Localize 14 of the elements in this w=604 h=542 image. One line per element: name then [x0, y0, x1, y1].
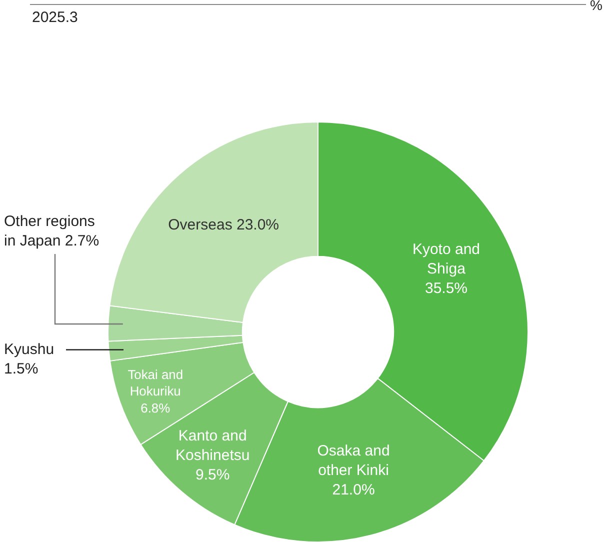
data-label: 1.5%	[4, 360, 38, 378]
text: %	[590, 0, 602, 13]
slice-label: Kanto and Koshinetsu	[175, 427, 250, 464]
slice-label: Other regions in Japan 2.7%	[4, 213, 100, 250]
slice-label: Osaka and other Kinki	[317, 442, 390, 479]
chart-subtitle: 2025.3	[32, 9, 78, 26]
slice-label: Kyushu	[4, 341, 54, 358]
data-label: 35.5%	[424, 280, 468, 298]
data-label: 6.8%	[140, 400, 171, 416]
data-label: 21.0%	[332, 481, 375, 498]
slice-label: Kyoto and Shiga	[412, 241, 480, 278]
slice-label: Tokai and Hokuriku	[128, 366, 184, 399]
slice-label: Overseas 23.0%	[168, 216, 280, 234]
data-label: 9.5%	[196, 466, 230, 484]
